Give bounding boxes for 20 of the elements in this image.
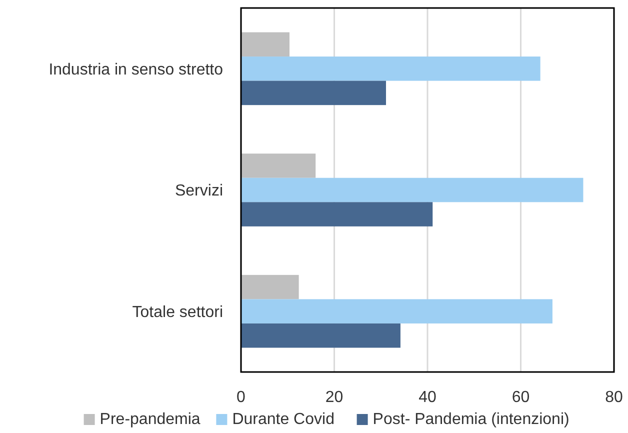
- bar: [241, 299, 552, 324]
- bar: [241, 56, 540, 81]
- y-tick-label: Servizi: [174, 182, 223, 200]
- x-tick-label: 0: [236, 389, 246, 406]
- legend-label: Durante Covid: [232, 411, 334, 428]
- legend-label: Pre-pandemia: [100, 411, 200, 428]
- x-tick-label: 20: [325, 389, 344, 406]
- x-tick-label: 60: [512, 389, 530, 406]
- bar: [241, 80, 386, 106]
- bar: [241, 274, 299, 300]
- bar: [241, 323, 400, 348]
- bar: [241, 178, 584, 202]
- legend-label: Post- Pandemia (intenzioni): [372, 411, 570, 428]
- x-tick-label: 40: [418, 389, 436, 406]
- y-tick-label: Industria in senso stretto: [48, 61, 224, 78]
- x-tick-label: 80: [605, 389, 623, 406]
- bar: [241, 32, 290, 57]
- bar: [241, 202, 433, 226]
- bar: [241, 154, 316, 178]
- y-tick-label: Totale settori: [132, 304, 223, 321]
